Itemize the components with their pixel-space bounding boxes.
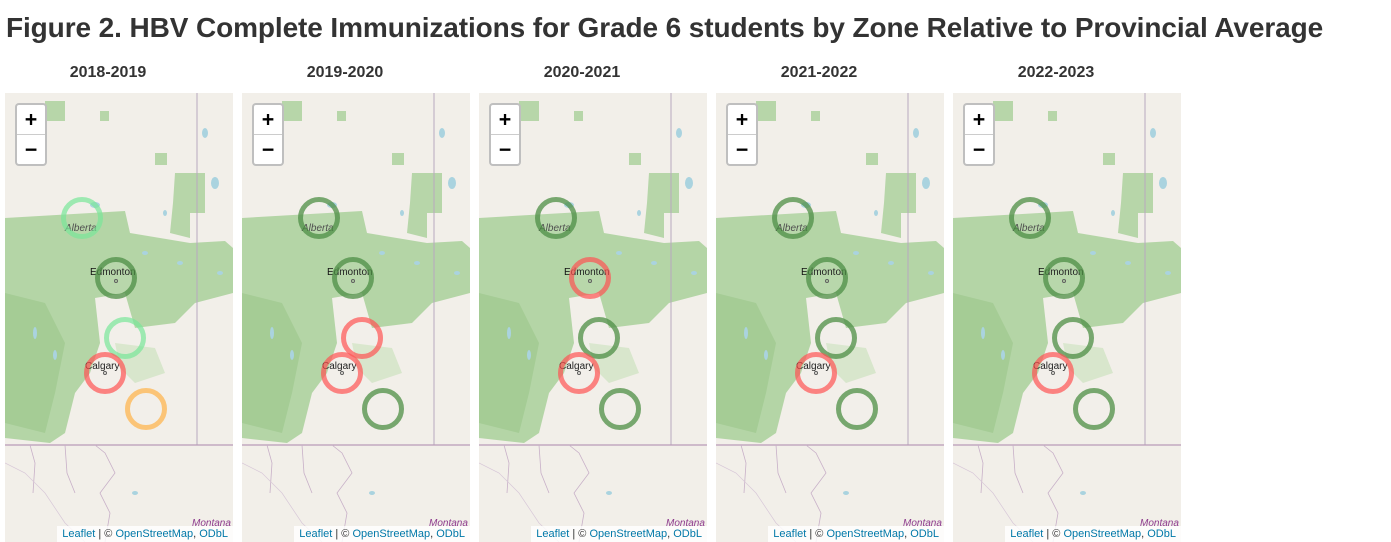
zone-circle-1[interactable] [1009,197,1051,239]
odbl-link[interactable]: ODbL [673,528,702,540]
zoom-in-button[interactable]: + [735,107,749,131]
year-label: 2018-2019 [69,64,147,81]
zone-circle-1[interactable] [298,197,340,239]
zoom-control: + − [252,103,284,166]
attribution-comma: , [430,528,437,540]
odbl-link[interactable]: ODbL [1147,528,1176,540]
leaflet-map[interactable]: Alberta Edmonton Calgary Montana + − Leaflet |… [716,93,944,542]
osm-link[interactable]: OpenStreetMap [352,528,431,540]
map-panel-3: 2020-2021 Alberta Edmonton Calgary Montana +… [479,58,707,542]
map-label-region: Montana [429,518,468,529]
leaflet-link[interactable]: Leaflet [1010,528,1044,540]
zone-circle-4[interactable] [558,352,600,394]
zoom-in-button[interactable]: + [498,107,512,131]
map-label-region: Montana [666,518,705,529]
attribution-comma: , [904,528,911,540]
figure-title: Figure 2. HBV Complete Immunizations for… [6,12,1324,43]
osm-link[interactable]: OpenStreetMap [826,528,905,540]
map-attribution: Leaflet | © OpenStreetMap, ODbL [531,526,707,542]
zoom-out-button[interactable]: − [17,134,45,164]
zoom-in-button[interactable]: + [24,107,38,131]
map-label-region: Montana [1140,518,1179,529]
zone-circle-5[interactable] [125,388,167,430]
leaflet-link[interactable]: Leaflet [299,528,333,540]
odbl-link[interactable]: ODbL [436,528,465,540]
attribution-comma: , [193,528,200,540]
osm-link[interactable]: OpenStreetMap [1063,528,1142,540]
attribution-separator: | © [95,528,116,540]
map-attribution: Leaflet | © OpenStreetMap, ODbL [1005,526,1181,542]
attribution-separator: | © [806,528,827,540]
zoom-control: + − [726,103,758,166]
zone-circle-4[interactable] [321,352,363,394]
year-label: 2020-2021 [543,64,621,81]
zoom-out-button[interactable]: − [491,134,519,164]
zone-circle-2[interactable] [806,257,848,299]
zoom-out-button[interactable]: − [254,134,282,164]
basemap [242,93,470,542]
zoom-control: + − [963,103,995,166]
zone-circle-3[interactable] [815,317,857,359]
map-attribution: Leaflet | © OpenStreetMap, ODbL [57,526,233,542]
osm-link[interactable]: OpenStreetMap [115,528,194,540]
zone-circle-1[interactable] [772,197,814,239]
zone-circle-1[interactable] [61,197,103,239]
zone-circle-4[interactable] [84,352,126,394]
zoom-out-button[interactable]: − [728,134,756,164]
osm-link[interactable]: OpenStreetMap [589,528,668,540]
zone-circle-5[interactable] [362,388,404,430]
leaflet-link[interactable]: Leaflet [536,528,570,540]
zone-circle-4[interactable] [795,352,837,394]
zone-circle-4[interactable] [1032,352,1074,394]
leaflet-map[interactable]: Alberta Edmonton Calgary Montana + − Leaflet |… [5,93,233,542]
map-panel-4: 2021-2022 Alberta Edmonton Calgary Montana +… [716,58,944,542]
leaflet-map[interactable]: Alberta Edmonton Calgary Montana + − Leaflet |… [242,93,470,542]
attribution-separator: | © [332,528,353,540]
leaflet-link[interactable]: Leaflet [773,528,807,540]
zoom-out-button[interactable]: − [965,134,993,164]
leaflet-link[interactable]: Leaflet [62,528,96,540]
map-attribution: Leaflet | © OpenStreetMap, ODbL [294,526,470,542]
zoom-in-button[interactable]: + [972,107,986,131]
map-panel-5: 2022-2023 Alberta Edmonton Calgary Montana +… [953,58,1181,542]
zone-circle-5[interactable] [599,388,641,430]
year-label: 2021-2022 [780,64,858,81]
zone-circle-1[interactable] [535,197,577,239]
leaflet-map[interactable]: Alberta Edmonton Calgary Montana + − Leaflet |… [479,93,707,542]
zone-circle-2[interactable] [95,257,137,299]
zone-circle-3[interactable] [104,317,146,359]
attribution-separator: | © [1043,528,1064,540]
map-panel-1: 2018-2019 Alberta Edmonton Calgary Montana +… [5,58,233,542]
map-label-region: Montana [192,518,231,529]
zoom-in-button[interactable]: + [261,107,275,131]
zoom-control: + − [489,103,521,166]
leaflet-map[interactable]: Alberta Edmonton Calgary Montana + − Leaflet |… [953,93,1181,542]
attribution-comma: , [667,528,674,540]
map-label-region: Montana [903,518,942,529]
year-label: 2019-2020 [306,64,384,81]
odbl-link[interactable]: ODbL [910,528,939,540]
map-attribution: Leaflet | © OpenStreetMap, ODbL [768,526,944,542]
year-label: 2022-2023 [1017,64,1095,81]
zone-circle-2[interactable] [569,257,611,299]
basemap [479,93,707,542]
odbl-link[interactable]: ODbL [199,528,228,540]
map-panel-2: 2019-2020 Alberta Edmonton Calgary Montana +… [242,58,470,542]
zone-circle-5[interactable] [836,388,878,430]
zone-circle-2[interactable] [332,257,374,299]
zone-circle-5[interactable] [1073,388,1115,430]
zone-circle-2[interactable] [1043,257,1085,299]
attribution-separator: | © [569,528,590,540]
zoom-control: + − [15,103,47,166]
attribution-comma: , [1141,528,1148,540]
